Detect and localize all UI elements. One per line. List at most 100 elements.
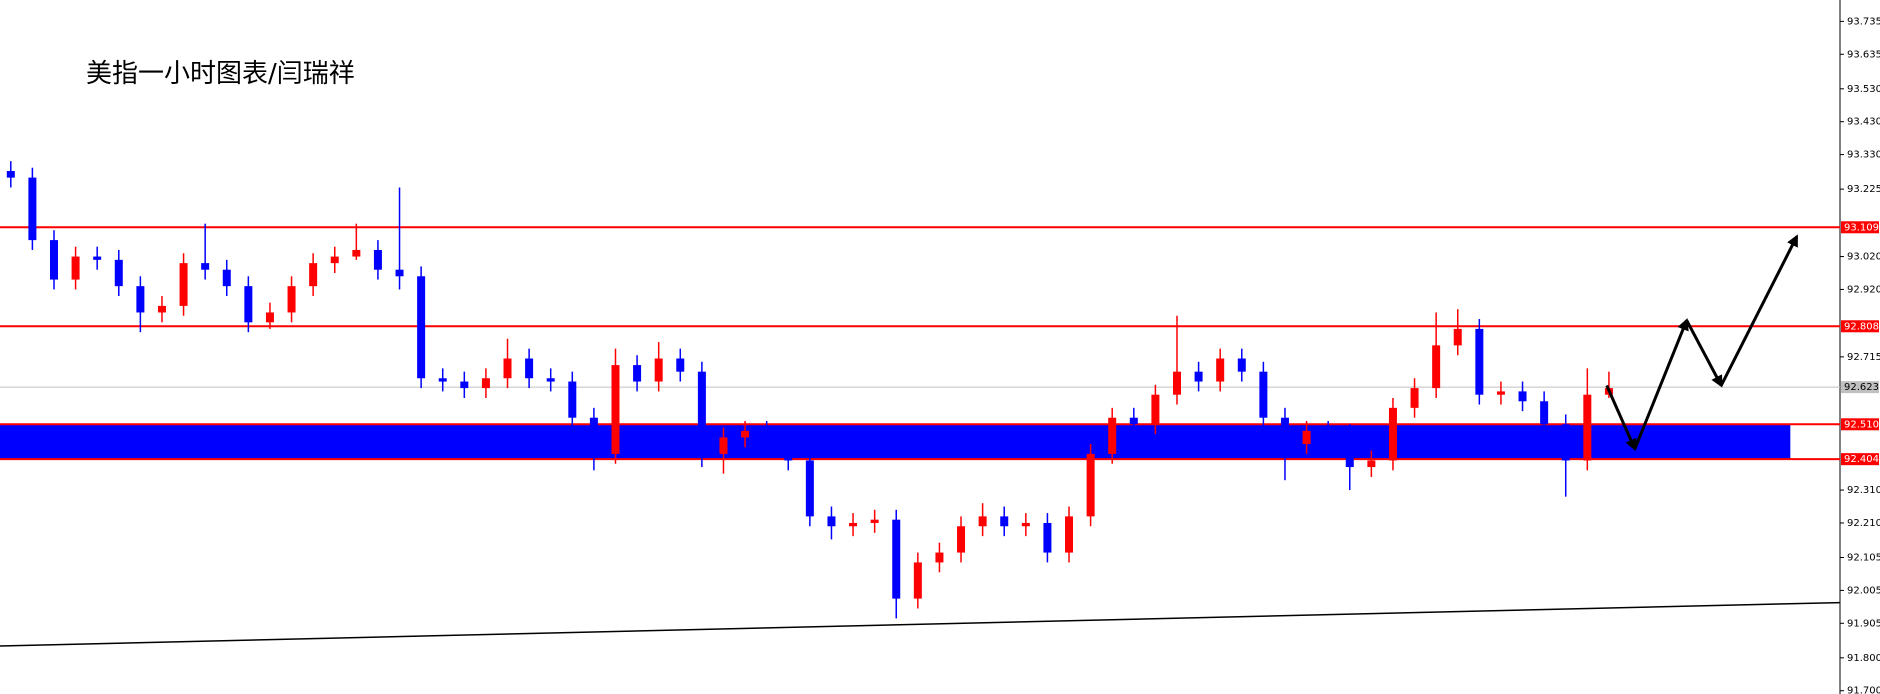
level-tag: 92.510 [1844, 419, 1879, 430]
candle-body [481, 378, 490, 389]
candle-body [1043, 522, 1052, 553]
candle-body [1302, 430, 1311, 445]
level-tag-bg [1841, 320, 1879, 333]
candle-body [265, 312, 274, 323]
candle-body [1280, 417, 1289, 445]
candle-body [1388, 407, 1397, 461]
candle-body [1021, 522, 1030, 527]
candle-body [287, 286, 296, 313]
candle-body [93, 256, 102, 260]
candle-body [352, 249, 361, 257]
candle-body [1259, 371, 1268, 418]
forecast-arrow [1605, 384, 1637, 452]
candle-body [913, 562, 922, 599]
candle-body [136, 286, 145, 313]
candle-body [244, 286, 253, 323]
candle-body [892, 519, 901, 599]
candle-body [1151, 394, 1160, 425]
candle-body [1172, 371, 1181, 395]
candle-body [49, 240, 58, 280]
y-tick-label: 93.020 [1847, 252, 1880, 263]
candle-body [849, 522, 858, 527]
candle-body [395, 269, 404, 277]
candle-body [460, 381, 469, 389]
forecast-arrow [1685, 319, 1723, 388]
candle-body [373, 249, 382, 270]
candle-body [1367, 460, 1376, 468]
candle-body [1194, 371, 1203, 382]
candle-body [827, 516, 836, 527]
candle-body [697, 371, 706, 454]
y-tick-label: 93.330 [1847, 150, 1880, 161]
level-tag-bg [1841, 418, 1879, 431]
y-tick-label: 92.715 [1847, 352, 1880, 363]
candle-body [568, 381, 577, 418]
candle-body [1432, 345, 1441, 389]
candle-body [1518, 391, 1527, 402]
candle-body [784, 437, 793, 461]
level-tag-bg [1841, 453, 1879, 466]
candle-body [741, 430, 750, 438]
candle-body [957, 526, 966, 553]
candle-body [1453, 328, 1462, 346]
y-tick-label: 93.735 [1847, 16, 1880, 27]
candle-body [503, 358, 512, 379]
candle-body [1108, 417, 1117, 454]
candle-body [1237, 358, 1246, 372]
y-tick-label: 92.310 [1847, 485, 1880, 496]
candle-body [633, 365, 642, 382]
candle-body [762, 430, 771, 438]
y-tick-label: 93.430 [1847, 117, 1880, 128]
candle-body [179, 263, 188, 306]
candle-body [1496, 391, 1505, 395]
candle-body [71, 256, 80, 280]
candle-body [201, 263, 210, 270]
candle-body [805, 460, 814, 517]
candle-body [719, 437, 728, 454]
candle-body [1410, 388, 1419, 408]
candle-body [1540, 401, 1549, 425]
candle-body [525, 358, 534, 379]
trendline [0, 601, 1841, 647]
y-tick-label: 91.905 [1847, 618, 1880, 629]
candle-body [589, 417, 598, 454]
level-tag: 92.404 [1844, 454, 1879, 465]
candle-body [1324, 430, 1333, 435]
candle-body [1000, 516, 1009, 527]
y-tick-label: 93.635 [1847, 49, 1880, 60]
chart-title: 美指一小时图表/闫瑞祥 [86, 59, 355, 89]
candle-body [546, 378, 555, 382]
forecast-arrow [1633, 318, 1689, 450]
candle-body [309, 263, 318, 287]
candle-body [676, 358, 685, 372]
candle-body [438, 378, 447, 382]
candle-body [1216, 358, 1225, 382]
candle-body [1065, 516, 1074, 553]
candle-body [330, 256, 339, 264]
candle-body [417, 276, 426, 379]
candle-body [978, 516, 987, 527]
support-zone [0, 424, 1791, 460]
candle-body [28, 177, 37, 241]
candle-body [1345, 434, 1354, 468]
candle-body [1561, 424, 1570, 461]
candle-body [1475, 328, 1484, 395]
level-tag: 92.623 [1844, 382, 1879, 393]
candle-body [1086, 453, 1095, 517]
candle-body [654, 358, 663, 382]
candle-body [114, 259, 123, 287]
y-tick-label: 93.225 [1847, 184, 1880, 195]
level-tag: 93.109 [1844, 222, 1879, 233]
candle-body [1129, 417, 1138, 425]
candle-body [870, 519, 879, 523]
y-tick-label: 93.530 [1847, 84, 1880, 95]
level-tag: 92.808 [1844, 321, 1879, 332]
candle-body [157, 305, 166, 313]
y-tick-label: 92.005 [1847, 585, 1880, 596]
y-tick-label: 92.105 [1847, 553, 1880, 564]
y-tick-label: 91.700 [1847, 686, 1880, 694]
